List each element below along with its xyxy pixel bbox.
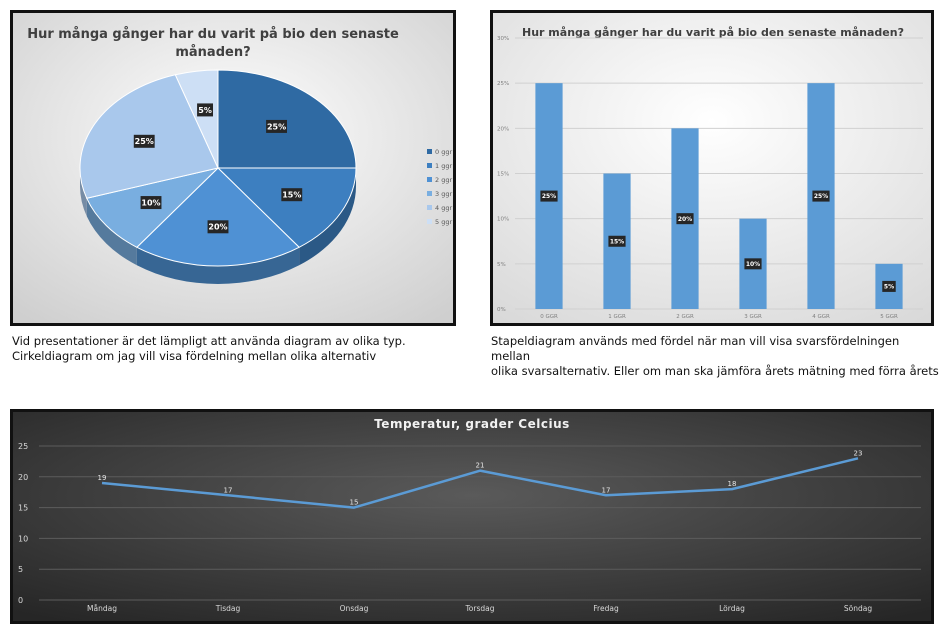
svg-text:15%: 15% — [610, 238, 624, 245]
bar-xtick-1: 1 GGR — [608, 314, 626, 320]
line-ytick-3: 15 — [18, 504, 28, 513]
bar-xtick-2: 2 GGR — [676, 314, 694, 320]
svg-text:20%: 20% — [208, 223, 227, 232]
line-ytick-4: 20 — [18, 473, 28, 482]
pie-data-label-2: 20% — [207, 220, 229, 234]
bar-xtick-4: 4 GGR — [812, 314, 830, 320]
bar-data-label-5: 5% — [882, 280, 896, 292]
bar-chart-background — [493, 13, 931, 323]
pie-chart-title-line2: månaden? — [175, 45, 250, 60]
svg-text:2 ggr: 2 ggr — [435, 176, 452, 184]
pie-data-label-0: 25% — [266, 119, 287, 133]
bar-ytick-2: 10% — [497, 217, 509, 223]
bar-xtick-3: 3 GGR — [744, 314, 762, 320]
svg-text:25%: 25% — [135, 137, 154, 146]
bar-xtick-0: 0 GGR — [540, 314, 558, 320]
bar-ytick-6: 30% — [497, 36, 509, 42]
bar-ytick-4: 20% — [497, 126, 509, 132]
bar-data-label-0: 25% — [540, 190, 558, 202]
bar-ytick-0: 0% — [497, 307, 506, 313]
line-xtick-2: Onsdag — [340, 604, 369, 613]
pie-legend-item-1: 1 ggr — [427, 162, 452, 170]
bar-ytick-3: 15% — [497, 172, 509, 178]
svg-text:25%: 25% — [542, 193, 556, 200]
line-data-label-6: 23 — [854, 449, 863, 457]
pie-slice-side-3 — [86, 198, 137, 266]
pie-data-label-5: 5% — [197, 103, 214, 117]
pie-slice-5 — [174, 69, 219, 169]
pie-chart: Hur många gånger har du varit på bio den… — [13, 13, 453, 323]
pie-legend-item-4: 4 ggr — [427, 204, 452, 212]
pie-legend-item-0: 0 ggr — [427, 148, 452, 156]
bar-data-label-1: 15% — [608, 235, 626, 247]
bar-ytick-5: 25% — [497, 81, 509, 87]
line-chart: Temperatur, grader Celcius 0 5 10 15 20 25 19… — [13, 412, 931, 621]
bar-chart-frame: Hur många gånger har du varit på bio den… — [490, 10, 934, 326]
line-data-label-5: 18 — [728, 480, 737, 488]
svg-text:10%: 10% — [141, 198, 160, 207]
svg-text:5 ggr: 5 ggr — [435, 218, 452, 226]
pie-slice-1 — [216, 167, 357, 248]
pie-legend-item-2: 2 ggr — [427, 176, 452, 184]
bar-data-label-4: 25% — [812, 190, 830, 202]
bar-data-label-2: 20% — [676, 213, 694, 225]
pie-caption: Vid presentationer är det lämpligt att a… — [12, 334, 452, 364]
svg-text:1 ggr: 1 ggr — [435, 162, 452, 170]
line-ytick-0: 0 — [18, 596, 23, 605]
svg-text:15%: 15% — [282, 191, 301, 200]
bar-caption: Stapeldiagram används med fördel när man… — [491, 334, 941, 379]
pie-slice-side-1 — [299, 168, 356, 266]
svg-text:25%: 25% — [814, 193, 828, 200]
line-xtick-6: Söndag — [844, 604, 872, 613]
pie-legend-item-5: 5 ggr — [427, 218, 452, 226]
bar-chart: Hur många gånger har du varit på bio den… — [493, 13, 931, 323]
pie-slice-2 — [136, 167, 300, 267]
pie-slice-0 — [217, 69, 357, 169]
line-data-label-0: 19 — [98, 474, 107, 482]
line-data-label-4: 17 — [602, 486, 611, 494]
bar-xtick-5: 5 GGR — [880, 314, 898, 320]
line-xtick-3: Torsdag — [464, 604, 494, 613]
line-ytick-1: 5 — [18, 565, 23, 574]
line-data-label-1: 17 — [224, 486, 233, 494]
pie-data-label-3: 10% — [140, 196, 162, 210]
svg-text:25%: 25% — [267, 122, 286, 131]
bar-caption-line2: olika svarsalternativ. Eller om man ska … — [491, 364, 939, 378]
bar-ytick-1: 5% — [497, 262, 506, 268]
pie-chart-frame: Hur många gånger har du varit på bio den… — [10, 10, 456, 326]
line-xtick-0: Måndag — [87, 604, 117, 613]
svg-text:5%: 5% — [198, 106, 212, 115]
bar-caption-line1: Stapeldiagram används med fördel när man… — [491, 334, 900, 363]
pie-slice-side-4 — [80, 168, 87, 217]
pie-chart-title-line1: Hur många gånger har du varit på bio den… — [27, 27, 399, 42]
svg-text:10%: 10% — [746, 261, 760, 268]
line-chart-title: Temperatur, grader Celcius — [374, 417, 570, 431]
line-xtick-5: Lördag — [719, 604, 745, 613]
line-ytick-2: 10 — [18, 534, 28, 543]
line-series-path — [101, 457, 859, 509]
svg-text:20%: 20% — [678, 216, 692, 223]
line-chart-background — [13, 412, 931, 621]
pie-data-label-1: 15% — [281, 188, 303, 202]
line-xtick-4: Fredag — [593, 604, 619, 613]
pie-legend-item-3: 3 ggr — [427, 190, 452, 198]
pie-caption-line1: Vid presentationer är det lämpligt att a… — [12, 334, 406, 348]
pie-data-label-4: 25% — [133, 134, 155, 148]
svg-text:3 ggr: 3 ggr — [435, 190, 452, 198]
line-data-label-2: 15 — [350, 499, 359, 507]
svg-text:5%: 5% — [884, 284, 894, 291]
bar-chart-title: Hur många gånger har du varit på bio den… — [522, 26, 904, 39]
line-chart-frame: Temperatur, grader Celcius 0 5 10 15 20 25 19… — [10, 409, 934, 624]
bar-data-label-3: 10% — [744, 258, 762, 270]
line-data-label-3: 21 — [476, 462, 485, 470]
pie-slice-side-2 — [136, 247, 300, 284]
pie-caption-line2: Cirkeldiagram om jag vill visa fördelnin… — [12, 349, 377, 363]
line-xtick-1: Tisdag — [215, 604, 241, 613]
svg-text:0 ggr: 0 ggr — [435, 148, 452, 156]
line-ytick-5: 25 — [18, 442, 28, 451]
svg-text:4 ggr: 4 ggr — [435, 204, 452, 212]
